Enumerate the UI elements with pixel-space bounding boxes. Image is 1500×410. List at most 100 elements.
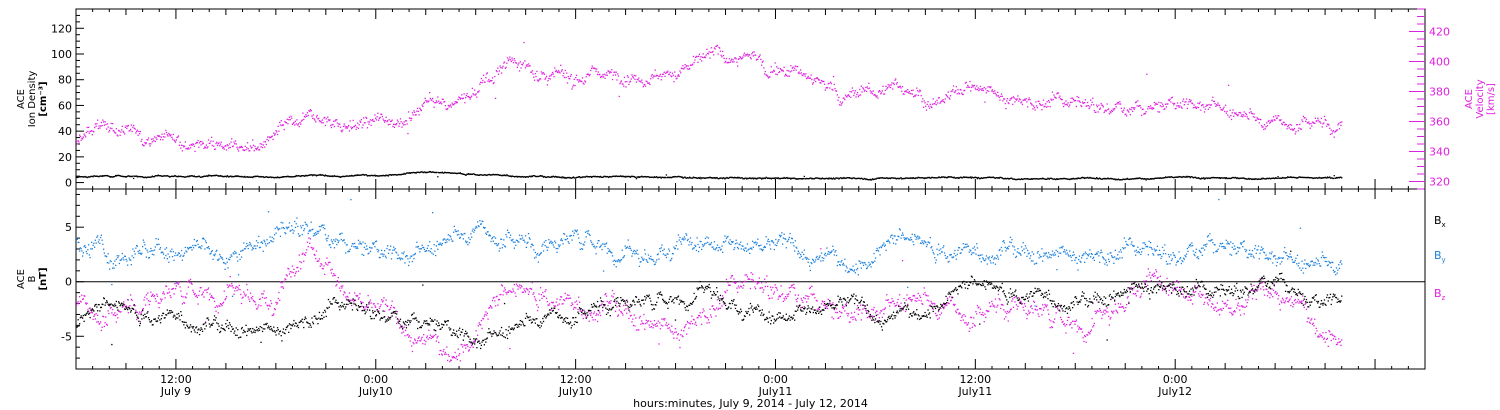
data-point-ion-density: [287, 175, 289, 177]
data-point-ion-density: [215, 174, 217, 176]
data-point-ion-density: [1055, 178, 1057, 181]
data-point-ion-density: [545, 176, 548, 178]
data-point-ion-density: [694, 177, 696, 179]
data-point-velocity: [357, 122, 359, 124]
data-point-velocity: [150, 143, 152, 145]
data-point-by: [594, 247, 596, 249]
data-point-by: [526, 242, 528, 244]
data-point-velocity: [1284, 123, 1287, 125]
data-point-ion-density: [340, 176, 342, 178]
data-point-ion-density: [1113, 178, 1115, 180]
data-point-velocity: [672, 74, 674, 76]
data-point-ion-density: [737, 176, 739, 178]
data-point-ion-density: [512, 175, 514, 177]
data-point-ion-density: [345, 175, 348, 177]
data-point-velocity: [1100, 102, 1102, 105]
data-point-velocity: [468, 96, 470, 98]
data-point-ion-density: [581, 176, 583, 179]
data-point-ion-density: [200, 176, 202, 178]
data-point-velocity: [236, 146, 238, 148]
data-point-ion-density: [605, 176, 607, 178]
data-point-by: [864, 262, 866, 264]
data-point-velocity: [644, 83, 646, 86]
data-point-velocity: [1043, 106, 1045, 108]
data-point-ion-density: [225, 175, 227, 178]
data-point-by: [257, 242, 259, 244]
data-point-by: [695, 245, 697, 247]
data-point-velocity: [573, 78, 575, 80]
data-point-velocity: [391, 119, 393, 121]
data-point-ion-density: [317, 174, 319, 176]
data-point-velocity: [353, 126, 355, 128]
data-point-ion-density: [387, 175, 390, 177]
data-point-velocity: [508, 58, 510, 60]
data-point-velocity: [140, 140, 142, 142]
data-point-by: [788, 236, 790, 239]
data-point-velocity: [218, 142, 220, 144]
data-point-ion-density: [1104, 178, 1106, 180]
data-point-ion-density: [252, 176, 254, 179]
data-point-ion-density: [1182, 175, 1185, 178]
data-point-by: [190, 246, 192, 249]
data-point-by: [119, 259, 121, 261]
data-point-ion-density: [1111, 178, 1113, 180]
data-point-velocity: [442, 98, 444, 100]
data-point-velocity: [306, 115, 308, 117]
data-point-ion-density: [382, 174, 384, 176]
data-point-by: [726, 236, 728, 238]
data-point-ion-density: [76, 176, 78, 179]
data-point-velocity: [293, 121, 295, 124]
data-point-by: [159, 248, 161, 250]
data-point-by: [797, 253, 799, 255]
data-point-velocity: [1012, 96, 1015, 98]
data-point-ion-density: [275, 176, 277, 179]
data-point-by: [93, 242, 95, 244]
data-point-ion-density: [289, 176, 291, 178]
data-point-ion-density: [1265, 178, 1267, 180]
data-point-ion-density: [83, 176, 85, 178]
data-point-by: [243, 248, 246, 250]
data-point-by: [887, 239, 889, 241]
y-tick-label-velocity: 360: [1429, 116, 1450, 129]
data-point-by: [822, 260, 824, 262]
data-point-ion-density: [800, 178, 802, 180]
data-point-velocity: [590, 69, 592, 72]
data-point-ion-density: [229, 175, 231, 177]
data-point-velocity: [623, 85, 625, 87]
data-point-by: [401, 252, 403, 254]
data-point-by: [874, 257, 877, 259]
data-point-ion-density: [1092, 177, 1094, 179]
data-point-ion-density: [689, 177, 692, 179]
data-point-ion-density: [505, 175, 507, 177]
data-point-velocity: [918, 91, 920, 93]
data-point-velocity: [1339, 121, 1341, 124]
data-point-by: [866, 267, 868, 269]
data-point-by: [797, 250, 799, 252]
data-point-ion-density: [358, 174, 360, 176]
data-point-velocity: [421, 104, 423, 106]
data-point-ion-density: [1160, 177, 1162, 179]
data-point-velocity: [610, 71, 612, 73]
data-point-ion-density: [1105, 178, 1107, 180]
data-point-velocity: [1170, 101, 1172, 103]
data-point-ion-density: [127, 175, 129, 177]
data-point-by: [638, 265, 641, 267]
data-point-velocity: [430, 99, 432, 101]
data-point-by: [925, 245, 928, 248]
data-point-by: [511, 240, 513, 242]
data-point-velocity: [1334, 131, 1336, 133]
data-point-ion-density: [698, 177, 700, 179]
data-point-velocity: [958, 93, 961, 95]
data-point-velocity: [108, 131, 110, 133]
data-point-by: [762, 249, 764, 251]
data-point-ion-density: [1036, 178, 1038, 180]
data-point-ion-density: [446, 172, 448, 174]
data-point-ion-density: [511, 175, 513, 177]
data-point-velocity: [1074, 99, 1076, 102]
data-point-ion-density: [625, 175, 627, 177]
data-point-by: [307, 232, 309, 235]
data-point-ion-density: [339, 176, 342, 178]
data-point-ion-density: [1278, 177, 1281, 179]
data-point-velocity: [547, 80, 549, 82]
data-point-ion-density: [964, 176, 966, 179]
